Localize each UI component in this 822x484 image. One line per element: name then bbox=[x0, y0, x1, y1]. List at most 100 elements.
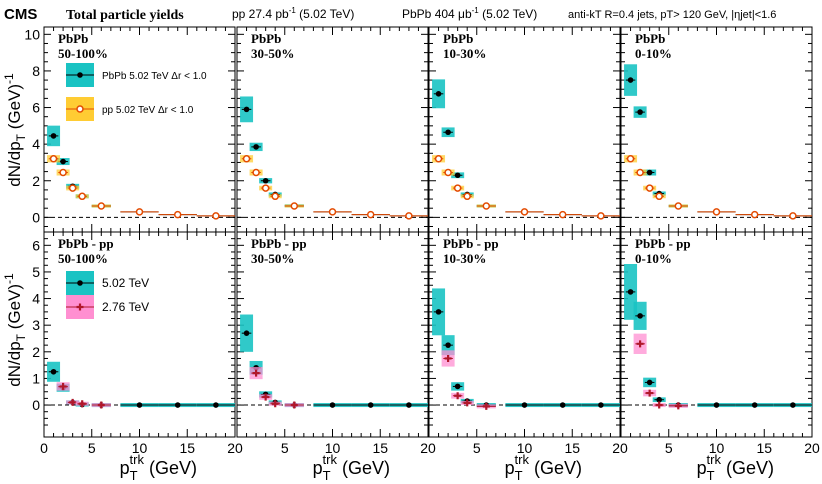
data-point bbox=[454, 383, 461, 390]
series-primary bbox=[240, 314, 428, 408]
y-tick-label: 4 bbox=[32, 291, 40, 307]
data-point bbox=[637, 109, 643, 115]
panel-centrality: 30-50% bbox=[251, 251, 294, 266]
data-point bbox=[366, 210, 375, 219]
panel-title: PbPb - pp bbox=[443, 236, 499, 251]
x-tick-label: 20 bbox=[804, 440, 820, 456]
panel-centrality: 50-100% bbox=[58, 251, 108, 266]
data-point bbox=[173, 210, 182, 219]
legend-label: 5.02 TeV bbox=[102, 276, 149, 290]
x-tick-label: 5 bbox=[473, 440, 481, 456]
data-point bbox=[597, 212, 605, 220]
y-axis-title-top: dN/dpT (GeV)-1 bbox=[2, 73, 28, 187]
legend-marker bbox=[77, 280, 83, 286]
legend-top: PbPb 5.02 TeV Δr < 1.0 pp 5.02 TeV Δr < 1… bbox=[66, 63, 207, 121]
data-point bbox=[463, 192, 471, 201]
data-point bbox=[646, 169, 653, 176]
data-point bbox=[750, 210, 759, 219]
data-point bbox=[712, 208, 721, 216]
data-point bbox=[435, 309, 442, 315]
x-tick-label: 20 bbox=[227, 440, 243, 456]
data-point bbox=[655, 192, 663, 201]
y-tick-label: 2 bbox=[32, 344, 40, 360]
data-point bbox=[406, 402, 412, 408]
data-point bbox=[482, 402, 490, 410]
data-point bbox=[262, 393, 270, 401]
panel-title: PbPb - pp bbox=[635, 236, 691, 251]
panel-centrality: 10-30% bbox=[443, 46, 486, 61]
y-tick-label: 8 bbox=[32, 63, 40, 79]
x-tick-label: 15 bbox=[756, 440, 772, 456]
pp-lumi-label: pp 27.4 pb-1 (5.02 TeV) bbox=[232, 6, 354, 21]
x-tick-label: 10 bbox=[132, 440, 148, 456]
series-secondary bbox=[240, 155, 428, 220]
data-point bbox=[646, 379, 653, 386]
data-point bbox=[69, 398, 77, 406]
data-point bbox=[174, 402, 181, 408]
data-point bbox=[290, 401, 298, 409]
data-point bbox=[271, 400, 279, 408]
legend-label: PbPb 5.02 TeV Δr < 1.0 bbox=[102, 71, 207, 82]
panel-bottom-1: 0 1 2 3 4 5 6 0 5 10 15 20 pTtrk (GeV) PbPb - pp50-10… bbox=[32, 231, 243, 483]
data-point bbox=[751, 402, 758, 408]
data-point bbox=[50, 368, 57, 375]
data-point bbox=[253, 144, 259, 150]
panel-bottom-4: 5 10 15 20 pTtrk (GeV) PbPb - pp0-10% bbox=[620, 231, 820, 483]
series-primary bbox=[624, 64, 812, 219]
data-point bbox=[290, 202, 299, 210]
x-tick-label: 10 bbox=[709, 440, 725, 456]
panel-title: PbPb bbox=[58, 31, 88, 46]
x-axis-title: pTtrk (GeV) bbox=[313, 452, 390, 483]
y-axis-title-bottom: dN/dpT (GeV)-1 bbox=[2, 273, 28, 387]
panel-centrality: 0-10% bbox=[635, 46, 672, 61]
figure-title: Total particle yields bbox=[66, 8, 184, 23]
data-point bbox=[713, 402, 720, 408]
data-point bbox=[242, 155, 251, 163]
data-point bbox=[482, 202, 491, 210]
pbpb-lumi-label: PbPb 404 μb-1 (5.02 TeV) bbox=[402, 6, 537, 21]
panel-centrality: 50-100% bbox=[58, 46, 108, 61]
panel-title: PbPb bbox=[635, 31, 665, 46]
x-tick-label: 15 bbox=[179, 440, 195, 456]
data-point bbox=[50, 133, 57, 139]
x-tick-label: 15 bbox=[564, 440, 580, 456]
x-tick-label: 15 bbox=[372, 440, 388, 456]
data-point bbox=[655, 401, 663, 409]
panel-title: PbPb bbox=[251, 31, 281, 46]
data-point bbox=[243, 106, 250, 113]
data-point bbox=[444, 168, 452, 177]
series-secondary bbox=[249, 367, 304, 409]
data-point bbox=[60, 158, 66, 165]
data-point bbox=[78, 192, 86, 201]
series-primary bbox=[432, 288, 620, 408]
data-point bbox=[598, 402, 604, 408]
data-point bbox=[445, 342, 451, 348]
data-point bbox=[789, 212, 797, 220]
y-tick-label: 6 bbox=[32, 237, 40, 253]
x-tick-label: 0 bbox=[40, 440, 48, 456]
series-secondary bbox=[432, 155, 620, 220]
data-point bbox=[636, 168, 644, 177]
data-point bbox=[59, 168, 67, 177]
x-tick-label: 10 bbox=[325, 440, 341, 456]
panel-centrality: 0-10% bbox=[635, 251, 672, 266]
data-point bbox=[252, 168, 260, 177]
legend-marker bbox=[76, 105, 84, 113]
panel-centrality: 30-50% bbox=[251, 46, 294, 61]
data-point bbox=[626, 155, 635, 163]
data-point bbox=[78, 400, 86, 408]
y-tick-label: 0 bbox=[32, 397, 40, 413]
y-tick-label: 3 bbox=[32, 317, 40, 333]
data-point bbox=[520, 208, 529, 216]
data-point bbox=[135, 208, 144, 216]
x-tick-label: 20 bbox=[612, 440, 628, 456]
series-primary bbox=[624, 264, 812, 408]
x-tick-label: 5 bbox=[88, 440, 96, 456]
series-secondary bbox=[624, 155, 812, 220]
data-point bbox=[367, 402, 374, 408]
data-point bbox=[435, 91, 442, 97]
